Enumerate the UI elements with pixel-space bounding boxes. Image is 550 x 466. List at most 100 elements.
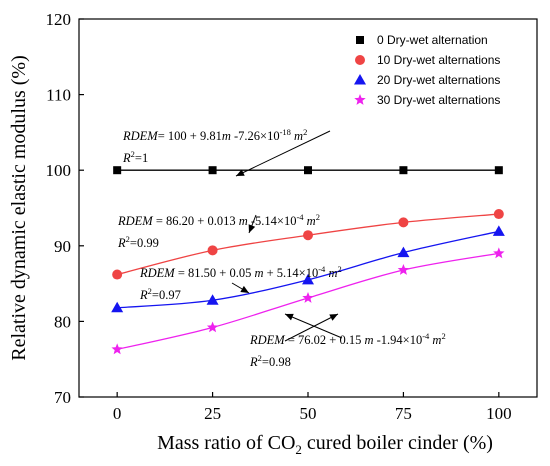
data-point xyxy=(302,291,314,303)
equation-var: m xyxy=(304,214,316,228)
r-squared: R2=0.97 xyxy=(139,286,181,302)
equation-var: m xyxy=(325,266,337,280)
x-axis: 0 25 50 75 100 xyxy=(113,392,512,423)
legend-label: 20 Dry-wet alternations xyxy=(377,73,500,87)
arrow-head xyxy=(240,285,249,293)
equation-lhs: RDEM xyxy=(122,129,158,143)
equation-var: m xyxy=(239,214,248,228)
r-squared-value: =1 xyxy=(135,151,148,165)
data-point xyxy=(397,263,410,275)
data-point xyxy=(111,301,124,313)
data-point xyxy=(494,166,503,175)
equation-lhs: RDEM xyxy=(139,266,175,280)
arrow-head xyxy=(329,314,338,321)
legend-entry: 10 Dry-wet alternations xyxy=(355,53,500,67)
data-point xyxy=(492,225,505,236)
data-point xyxy=(397,246,410,258)
r-squared-symbol: R xyxy=(249,355,258,369)
data-point xyxy=(302,273,314,285)
fit-equation: RDEM = 86.20 + 0.013 m -5.14×10-4 m2 xyxy=(117,212,320,228)
legend-label: 30 Dry-wet alternations xyxy=(377,93,500,107)
fit-equation: RDEM = 81.50 + 0.05 m + 5.14×10-4 m2 xyxy=(139,264,342,280)
legend-entry: 30 Dry-wet alternations xyxy=(354,93,500,107)
y-axis: 70 80 90 100 110 120 xyxy=(46,10,84,407)
legend-marker xyxy=(355,55,365,65)
r-squared-exponent: 2 xyxy=(148,286,152,296)
annotation-arrow xyxy=(284,313,343,339)
equation-exponent: 2 xyxy=(316,212,320,222)
r-squared-exponent: 2 xyxy=(131,149,135,159)
data-points xyxy=(111,166,505,355)
x-axis-title-subscript: 2 xyxy=(295,442,302,457)
data-point xyxy=(493,209,504,220)
equation-part: = 100 + 9.81 xyxy=(158,129,222,143)
x-tick-label: 25 xyxy=(204,404,221,423)
data-point xyxy=(304,166,312,175)
legend: 0 Dry-wet alternation 10 Dry-wet alterna… xyxy=(354,33,500,107)
equation-exponent: -4 xyxy=(422,331,430,341)
equation-exponent: 2 xyxy=(441,331,445,341)
annotation-arrow xyxy=(235,130,331,177)
r-squared-exponent: 2 xyxy=(258,353,262,363)
x-tick-label: 100 xyxy=(486,404,512,423)
data-point xyxy=(206,294,219,305)
equation-part: + 5.14×10 xyxy=(263,266,318,280)
equation-part: -5.14×10 xyxy=(248,214,297,228)
data-point xyxy=(208,166,217,175)
equation-lhs: RDEM xyxy=(249,333,285,347)
fit-equations: RDEM= 100 + 9.81m -7.26×10-18 m2R2=1RDEM… xyxy=(117,127,446,369)
annotation-arrows xyxy=(231,130,343,342)
fit-equation: RDEM= 100 + 9.81m -7.26×10-18 m2 xyxy=(122,127,307,143)
legend-marker xyxy=(356,36,364,44)
data-point xyxy=(112,269,123,280)
equation-exponent: -4 xyxy=(296,212,304,222)
r-squared-value: =0.98 xyxy=(262,355,291,369)
arrow-head xyxy=(248,224,256,233)
r-squared: R2=0.98 xyxy=(249,353,291,369)
r-squared-symbol: R xyxy=(139,288,148,302)
equation-exponent: -18 xyxy=(280,127,291,137)
x-axis-title: Mass ratio of CO2 cured boiler cinder (%… xyxy=(157,432,493,457)
r-squared: R2=0.99 xyxy=(117,234,159,250)
arrow-head xyxy=(285,313,294,321)
r-squared-symbol: R xyxy=(117,236,126,250)
x-tick-label: 50 xyxy=(300,404,317,423)
equation-part: = 81.50 + 0.05 xyxy=(175,266,255,280)
equation-var: m xyxy=(364,333,373,347)
data-point xyxy=(111,343,123,355)
data-point xyxy=(399,166,408,175)
equation-exponent: 2 xyxy=(337,264,341,274)
equation-exponent: 2 xyxy=(303,127,307,137)
y-tick-label: 110 xyxy=(46,86,71,105)
legend-entry: 0 Dry-wet alternation xyxy=(356,33,488,47)
x-tick-label: 75 xyxy=(395,404,412,423)
equation-part: = 76.02 + 0.15 xyxy=(285,333,365,347)
x-tick-label: 0 xyxy=(113,404,122,423)
legend-entry: 20 Dry-wet alternations xyxy=(354,73,500,87)
r-squared: R2=1 xyxy=(122,149,148,165)
r-squared-value: =0.97 xyxy=(152,288,181,302)
annotation-arrow xyxy=(284,313,339,342)
data-point xyxy=(206,321,219,333)
equation-part: -1.94×10 xyxy=(373,333,422,347)
equation-var: m xyxy=(291,129,303,143)
equation-var: m xyxy=(429,333,441,347)
data-point xyxy=(493,247,505,259)
y-axis-title: Relative dynamic elastic modulus (%) xyxy=(8,55,30,360)
equation-var: m xyxy=(222,129,231,143)
fit-equation: RDEM = 76.02 + 0.15 m -1.94×10-4 m2 xyxy=(249,331,446,347)
r-squared-value: =0.99 xyxy=(130,236,159,250)
y-tick-label: 80 xyxy=(54,312,71,331)
y-tick-label: 90 xyxy=(54,237,71,256)
data-point xyxy=(113,166,122,175)
fit-curves xyxy=(117,169,499,351)
legend-label: 0 Dry-wet alternation xyxy=(377,33,488,47)
data-point xyxy=(207,245,218,256)
x-axis-title-part: cured boiler cinder (%) xyxy=(302,432,493,454)
equation-part: -7.26×10 xyxy=(231,129,280,143)
legend-marker xyxy=(354,94,366,105)
data-point xyxy=(303,230,313,241)
equation-var: m xyxy=(254,266,263,280)
equation-exponent: -4 xyxy=(318,264,326,274)
arrow-head xyxy=(236,169,245,176)
